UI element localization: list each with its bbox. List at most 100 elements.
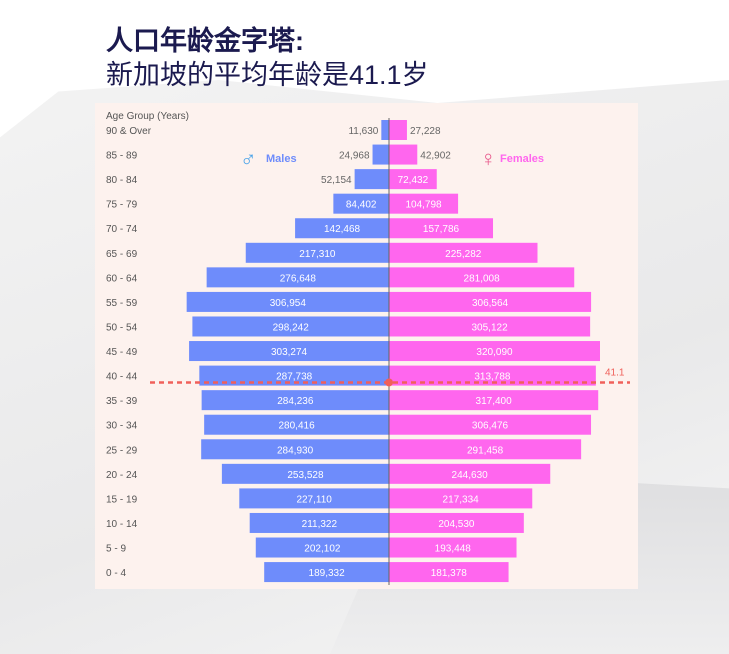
age-group-label: 90 & Over — [106, 126, 152, 137]
male-value-label: 284,236 — [277, 396, 314, 407]
male-bar — [239, 488, 389, 509]
female-bar — [389, 562, 509, 583]
female-bar — [389, 169, 437, 190]
male-value-label: 211,322 — [302, 519, 338, 530]
female-value-label: 281,008 — [464, 273, 501, 284]
male-value-label: 11,630 — [348, 126, 378, 137]
male-value-label: 306,954 — [270, 298, 307, 309]
male-bar — [354, 169, 389, 190]
female-bar — [389, 488, 533, 509]
male-bar — [295, 218, 389, 239]
male-value-label: 189,332 — [309, 568, 346, 579]
age-group-label: 55 - 59 — [106, 298, 138, 309]
male-bar — [186, 291, 389, 312]
legend-females: Females — [500, 153, 544, 165]
female-value-label: 225,282 — [445, 249, 482, 260]
female-bar — [389, 291, 592, 312]
male-bar — [264, 562, 389, 583]
title-line-2: 新加坡的平均年龄是41.1岁 — [106, 60, 429, 90]
age-group-label: 35 - 39 — [106, 396, 138, 407]
female-symbol-icon: ♀ — [480, 146, 497, 171]
female-value-label: 217,334 — [443, 494, 480, 505]
female-value-label: 72,432 — [398, 175, 429, 186]
female-value-label: 204,530 — [438, 519, 475, 530]
median-age-label: 41.1 — [605, 367, 625, 378]
male-value-label: 303,274 — [271, 347, 308, 358]
male-value-label: 276,648 — [280, 273, 317, 284]
female-value-label: 193,448 — [435, 544, 472, 555]
female-bar — [389, 414, 592, 435]
age-group-label: 70 - 74 — [106, 224, 138, 235]
female-bar — [389, 463, 551, 484]
male-value-label: 52,154 — [321, 175, 352, 186]
age-group-label: 25 - 29 — [106, 445, 138, 456]
female-value-label: 306,476 — [472, 421, 509, 432]
y-axis-title: Age Group (Years) — [106, 111, 189, 122]
male-value-label: 253,528 — [287, 470, 324, 481]
male-bar — [189, 341, 389, 362]
female-value-label: 317,400 — [476, 396, 513, 407]
age-group-label: 65 - 69 — [106, 249, 138, 260]
female-value-label: 42,902 — [420, 151, 451, 162]
male-bar — [249, 512, 389, 533]
female-bar — [389, 120, 407, 140]
male-value-label: 280,416 — [278, 421, 315, 432]
male-bar — [201, 390, 389, 411]
male-symbol-icon: ♂ — [240, 146, 257, 171]
female-bar — [389, 316, 591, 337]
age-group-label: 10 - 14 — [106, 519, 138, 530]
female-bar — [389, 267, 575, 288]
female-value-label: 305,122 — [471, 322, 508, 333]
male-value-label: 284,930 — [277, 445, 314, 456]
male-value-label: 24,968 — [339, 151, 370, 162]
age-group-label: 30 - 34 — [106, 421, 138, 432]
male-bar — [206, 267, 389, 288]
female-bar — [389, 439, 582, 460]
male-bar — [245, 242, 389, 263]
female-bar — [389, 537, 517, 558]
legend-males: Males — [266, 153, 297, 165]
male-value-label: 287,738 — [276, 372, 313, 383]
male-value-label: 142,468 — [324, 224, 361, 235]
female-bar — [389, 341, 600, 362]
female-value-label: 104,798 — [405, 200, 442, 211]
male-value-label: 202,102 — [304, 544, 341, 555]
male-bar — [199, 365, 389, 386]
age-group-label: 85 - 89 — [106, 151, 138, 162]
female-bar — [389, 144, 418, 165]
male-bar — [381, 120, 389, 140]
female-value-label: 244,630 — [452, 470, 489, 481]
male-value-label: 227,110 — [296, 494, 332, 505]
male-bar — [333, 193, 389, 214]
female-value-label: 27,228 — [410, 126, 441, 137]
age-group-label: 50 - 54 — [106, 322, 138, 333]
female-value-label: 157,786 — [423, 224, 460, 235]
male-bar — [255, 537, 389, 558]
female-bar — [389, 390, 599, 411]
age-group-label: 0 - 4 — [106, 568, 126, 579]
age-group-label: 20 - 24 — [106, 470, 138, 481]
female-value-label: 306,564 — [472, 298, 509, 309]
female-bar — [389, 218, 494, 239]
female-bar — [389, 193, 459, 214]
male-value-label: 298,242 — [273, 322, 310, 333]
female-value-label: 313,788 — [474, 372, 511, 383]
age-group-label: 45 - 49 — [106, 347, 138, 358]
female-bar — [389, 365, 596, 386]
age-group-label: 40 - 44 — [106, 372, 138, 383]
male-bar — [372, 144, 389, 165]
male-value-label: 84,402 — [346, 200, 377, 211]
female-value-label: 320,090 — [476, 347, 513, 358]
age-group-label: 60 - 64 — [106, 273, 138, 284]
female-bar — [389, 512, 524, 533]
male-bar — [221, 463, 389, 484]
female-bar — [389, 242, 538, 263]
page-title: 人口年龄金字塔: 新加坡的平均年龄是41.1岁 — [106, 24, 429, 92]
age-group-label: 75 - 79 — [106, 200, 138, 211]
male-value-label: 217,310 — [299, 249, 336, 260]
age-group-label: 15 - 19 — [106, 494, 138, 505]
title-line-1: 人口年龄金字塔: — [106, 26, 304, 56]
age-group-label: 80 - 84 — [106, 175, 138, 186]
female-value-label: 291,458 — [467, 445, 504, 456]
